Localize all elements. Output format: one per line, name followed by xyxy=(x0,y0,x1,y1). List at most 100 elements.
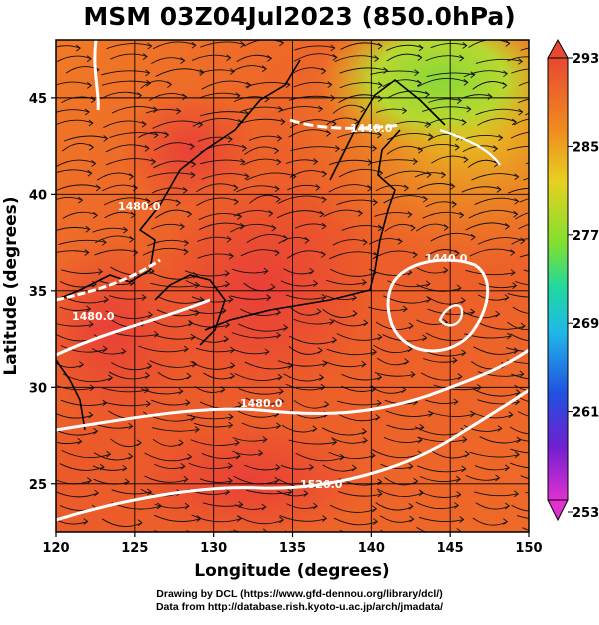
streamline-arrow xyxy=(146,79,152,87)
streamline xyxy=(516,515,529,519)
streamline-arrow xyxy=(230,362,236,369)
streamline xyxy=(191,514,242,523)
streamline-arrow xyxy=(275,464,281,471)
colorbar-label: 277 xyxy=(572,229,599,244)
streamline xyxy=(147,239,189,247)
streamline xyxy=(185,280,230,288)
streamline xyxy=(336,199,378,206)
streamline-arrow xyxy=(121,348,127,355)
streamline xyxy=(339,67,388,74)
streamline xyxy=(338,94,383,103)
streamline-arrow xyxy=(79,361,85,368)
streamline xyxy=(431,155,468,164)
streamline-arrow xyxy=(504,464,510,472)
streamline-arrow xyxy=(191,41,197,49)
streamline xyxy=(278,237,310,244)
streamline xyxy=(469,248,515,257)
streamline xyxy=(289,119,337,129)
y-tick-label: 35 xyxy=(29,285,47,300)
streamline xyxy=(236,185,280,193)
streamline-arrow xyxy=(274,476,280,484)
streamline-arrow xyxy=(401,386,407,394)
streamline xyxy=(507,321,529,331)
streamline-arrow xyxy=(422,195,428,203)
streamline-arrow xyxy=(183,248,189,256)
streamline-arrow xyxy=(304,237,310,244)
streamline-arrow xyxy=(470,308,476,316)
streamline-arrow xyxy=(93,427,99,435)
streamline xyxy=(110,438,142,448)
streamline-arrow xyxy=(147,362,153,370)
streamline-arrow xyxy=(454,249,460,257)
streamline xyxy=(56,159,96,168)
streamline xyxy=(369,238,403,245)
streamline-arrow xyxy=(84,249,90,256)
streamline-arrow xyxy=(167,81,173,88)
streamline xyxy=(238,323,288,332)
streamline xyxy=(341,225,383,231)
streamline xyxy=(199,69,235,74)
streamline xyxy=(145,108,181,114)
streamline xyxy=(280,280,318,287)
streamline xyxy=(509,426,529,435)
streamline xyxy=(195,347,235,353)
streamline-arrow xyxy=(332,336,338,344)
streamline xyxy=(417,436,467,443)
streamline xyxy=(510,131,529,139)
contour-label: 1440.0 xyxy=(425,252,468,265)
streamline-arrow xyxy=(506,332,512,340)
streamline xyxy=(517,98,529,104)
streamline-arrow xyxy=(182,93,188,101)
streamline xyxy=(463,424,502,432)
streamline xyxy=(58,239,107,246)
streamline-arrow xyxy=(408,463,414,470)
streamline-arrow xyxy=(443,224,449,231)
streamline-arrow xyxy=(441,171,447,179)
streamline-arrow xyxy=(95,184,101,192)
streamline-arrow xyxy=(303,490,309,497)
streamline xyxy=(336,333,382,341)
streamline-arrow xyxy=(137,519,143,527)
streamline xyxy=(154,463,186,469)
streamline xyxy=(475,108,523,116)
streamline-arrow xyxy=(268,209,274,217)
streamline-arrow xyxy=(233,184,239,192)
streamline-arrow xyxy=(176,107,182,115)
streamline xyxy=(294,223,326,229)
streamline-arrow xyxy=(224,270,230,277)
streamline-arrow xyxy=(191,160,197,168)
streamline xyxy=(157,371,192,381)
streamline-arrow xyxy=(274,249,280,257)
streamline-arrow xyxy=(466,105,472,113)
streamline-arrow xyxy=(103,296,109,303)
streamline-arrow xyxy=(278,388,284,395)
streamline-arrow xyxy=(242,144,248,152)
streamline xyxy=(105,158,156,166)
streamline-arrow xyxy=(495,310,501,318)
streamline xyxy=(522,527,529,531)
streamline xyxy=(469,451,520,458)
streamline-arrow xyxy=(234,439,240,447)
streamline xyxy=(142,247,189,256)
streamline xyxy=(280,464,314,470)
streamline-arrow xyxy=(496,186,502,193)
streamline xyxy=(375,184,409,192)
streamline xyxy=(144,475,188,483)
streamline-arrow xyxy=(237,401,243,409)
streamline xyxy=(383,436,423,443)
streamline xyxy=(478,322,526,330)
streamline xyxy=(202,502,243,507)
streamline-arrow xyxy=(510,249,516,256)
streamline xyxy=(338,491,383,497)
streamline xyxy=(290,307,322,316)
streamline xyxy=(290,146,340,152)
streamline-arrow xyxy=(422,334,428,342)
streamline-arrow xyxy=(319,210,325,218)
streamline-arrow xyxy=(279,40,285,47)
streamline xyxy=(140,388,183,395)
streamline xyxy=(233,210,273,217)
streamline xyxy=(231,65,267,73)
streamline xyxy=(379,515,414,523)
streamline-arrow xyxy=(149,267,155,275)
